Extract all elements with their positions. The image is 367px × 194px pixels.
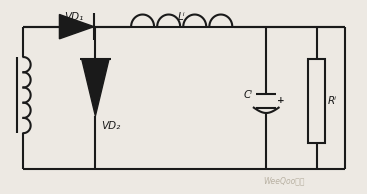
- Text: WeeQoo维库: WeeQoo维库: [264, 176, 305, 185]
- Text: +: +: [277, 96, 285, 105]
- Text: VD₁: VD₁: [64, 12, 83, 22]
- Bar: [309, 59, 325, 143]
- Text: Rⁱ: Rⁱ: [327, 96, 337, 106]
- Text: Lⁱ: Lⁱ: [178, 12, 185, 22]
- Text: Cⁱ: Cⁱ: [244, 90, 253, 100]
- Text: VD₂: VD₂: [101, 121, 120, 131]
- Polygon shape: [59, 15, 94, 39]
- Polygon shape: [82, 59, 109, 116]
